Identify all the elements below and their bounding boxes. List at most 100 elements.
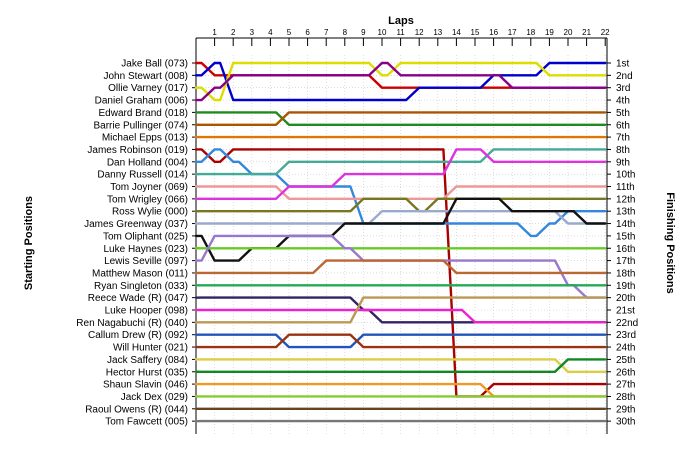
driver-name-label: Michael Epps (013) [102,133,188,144]
finishing-position-label: 30th [616,417,635,428]
x-tick-label: 22 [601,28,610,37]
series-line [194,333,607,349]
finishing-position-label: 27th [616,380,635,391]
finishing-position-label: 8th [616,145,630,156]
y-axis-label-left: Starting Positions [23,196,35,290]
finishing-position-label: 14th [616,219,635,230]
finishing-position-label: 12th [616,194,635,205]
driver-name-label: Reece Wade (R) (047) [88,293,188,304]
series-line [194,111,607,126]
series-line [194,148,607,176]
finishing-position-label: 18th [616,268,635,279]
series-line [194,358,607,373]
finishing-position-label: 4th [616,96,630,107]
finishing-position-label: 25th [616,355,635,366]
driver-name-label: Ollie Varney (017) [108,83,188,94]
starting-position-labels: Jake Ball (073)John Stewart (008)Ollie V… [76,59,188,428]
driver-name-label: Lewis Seville (097) [104,256,188,267]
series-line [194,358,607,373]
driver-name-label: Ryan Singleton (033) [94,281,188,292]
finishing-position-label: 2nd [616,71,633,82]
driver-name-label: Tom Fawcett (005) [105,417,188,428]
x-tick-label: 4 [268,28,273,37]
driver-name-label: Tom Joyner (069) [110,182,188,193]
x-tick-label: 2 [231,28,236,37]
driver-name-label: Barrie Pullinger (074) [94,120,189,131]
x-tick-label: 16 [489,28,498,37]
driver-name-label: Edward Brand (018) [99,108,189,119]
x-tick-label: 1 [212,28,217,37]
x-tick-label: 7 [324,28,329,37]
finishing-position-label: 11th [616,182,635,193]
x-tick-label: 18 [526,28,535,37]
finishing-position-label: 7th [616,133,630,144]
x-tick-label: 17 [508,28,517,37]
x-tick-label: 14 [452,28,461,37]
x-tick-label: 6 [305,28,310,37]
driver-name-label: Daniel Graham (006) [95,96,188,107]
x-tick-label: 15 [471,28,480,37]
x-tick-label: 9 [361,28,366,37]
x-tick-label: 12 [415,28,424,37]
finishing-position-label: 5th [616,108,630,119]
x-tick-label: 3 [250,28,255,37]
chart-title: Laps [388,15,414,27]
driver-name-label: Dan Holland (004) [107,157,188,168]
y-axis-label-right: Finishing Positions [664,192,676,293]
x-tick-labels: 1 2 3 4 5 6 7 8 9 10 11 12 13 14 15 16 17 18 19 20 21 22 [212,28,610,37]
driver-name-label: Danny Russell (014) [97,170,188,181]
driver-name-label: Tom Oliphant (025) [103,231,188,242]
series-line [194,61,607,102]
finishing-position-label: 26th [616,367,635,378]
series-line [194,308,607,324]
series-lines [194,61,607,423]
finishing-position-label: 24th [616,343,635,354]
series-line [194,296,607,324]
driver-name-label: Hector Hurst (035) [106,367,188,378]
finishing-position-label: 9th [616,157,630,168]
x-tick-label: 20 [564,28,573,37]
x-tick-label: 11 [396,28,405,37]
finishing-position-label: 19th [616,281,635,292]
driver-name-label: Shaun Slavin (046) [103,380,188,391]
driver-name-label: Will Hunter (021) [113,343,188,354]
x-tick-label: 10 [378,28,387,37]
series-line [194,61,607,102]
driver-name-label: Jack Saffery (084) [107,355,188,366]
driver-name-label: James Greenway (037) [84,219,188,230]
driver-name-label: Luke Hooper (098) [105,306,188,317]
driver-name-label: James Robinson (019) [87,145,188,156]
series-line [194,333,607,349]
x-tick-label: 19 [545,28,554,37]
series-line [194,234,607,299]
series-line [194,111,607,126]
driver-name-label: Tom Wrigley (066) [107,194,188,205]
series-line [194,148,607,201]
finishing-position-label: 16th [616,244,635,255]
finishing-position-label: 10th [616,170,635,181]
x-tick-label: 21 [582,28,591,37]
driver-name-label: John Stewart (008) [104,71,189,82]
finishing-position-label: 22nd [616,318,638,329]
driver-name-label: Jack Dex (029) [121,392,188,403]
driver-name-label: Ren Nagabuchi (R) (040) [76,318,188,329]
finishing-position-label: 6th [616,120,630,131]
series-line [194,148,607,398]
finishing-position-label: 21st [616,306,635,317]
x-tick-label: 13 [433,28,442,37]
finishing-position-label: 3rd [616,83,630,94]
finishing-position-label: 13th [616,207,635,218]
finishing-position-label: 28th [616,392,635,403]
finishing-position-label: 23rd [616,330,636,341]
driver-name-label: Luke Haynes (023) [104,244,189,255]
finishing-position-label: 17th [616,256,635,267]
driver-name-label: Jake Ball (073) [121,59,188,70]
series-line [194,259,607,275]
driver-name-label: Raoul Owens (R) (044) [85,404,188,415]
finishing-position-label: 15th [616,231,635,242]
finishing-position-label: 29th [616,404,635,415]
driver-name-label: Matthew Mason (011) [92,268,188,279]
series-line [194,61,607,102]
